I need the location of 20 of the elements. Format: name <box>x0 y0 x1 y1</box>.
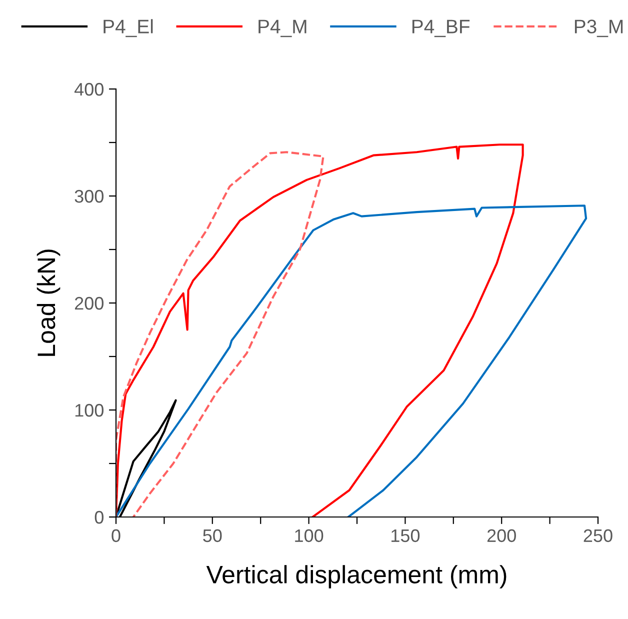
y-tick-label: 300 <box>74 190 104 203</box>
x-tick-label: 200 <box>487 529 516 542</box>
legend-label: P3_M <box>574 20 623 38</box>
y-tick-label: 100 <box>75 404 104 417</box>
legend-label: P4_M <box>258 20 306 38</box>
x-tick-label: 150 <box>392 529 420 542</box>
line-series <box>116 151 324 517</box>
x-tick-label: 0 <box>112 529 120 542</box>
y-tick-label: 200 <box>74 296 104 310</box>
x-tick-label: 50 <box>203 529 222 542</box>
y-tick-label: 400 <box>74 82 104 96</box>
line-series <box>116 144 524 517</box>
line-series <box>116 204 588 517</box>
x-axis-title: Vertical displacement (mm) <box>206 565 506 588</box>
legend-label: P4_BF <box>412 20 470 38</box>
legend-label: P4_El <box>104 19 153 38</box>
x-tick-label: 100 <box>295 529 324 542</box>
y-axis-title: Load (kN) <box>36 250 60 356</box>
x-tick-label: 250 <box>584 529 612 542</box>
y-tick-label: 0 <box>94 510 104 524</box>
